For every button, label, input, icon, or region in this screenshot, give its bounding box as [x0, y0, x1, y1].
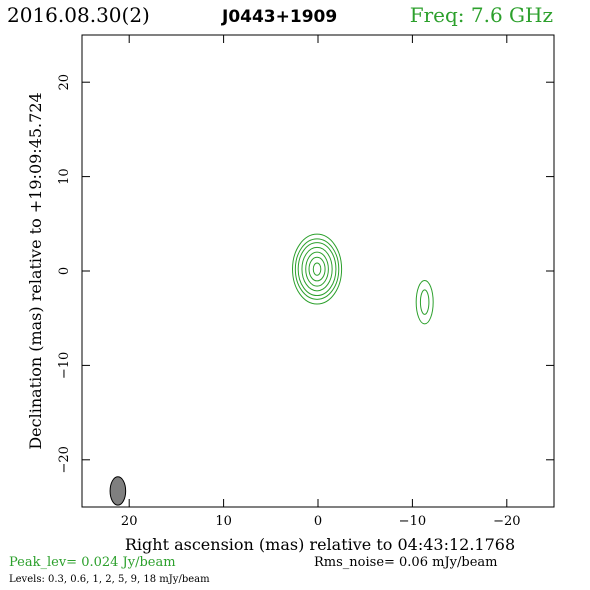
core-contour — [292, 233, 343, 305]
x-tick-label: 10 — [215, 514, 232, 529]
jet-contour — [415, 279, 434, 325]
plot-frame — [81, 34, 555, 508]
y-tick-labels: 20 10 0 −10 −20 — [57, 74, 72, 474]
x-axis-label: Right ascension (mas) relative to 04:43:… — [125, 535, 515, 554]
core-contour — [294, 238, 340, 300]
observation-date: 2016.08.30(2) — [7, 3, 150, 27]
beam-ellipse — [109, 476, 127, 506]
core-contour — [308, 256, 326, 282]
peak-level: Peak_lev= 0.024 Jy/beam — [9, 555, 176, 570]
x-tick-label: −10 — [399, 514, 426, 529]
x-tick-label: 20 — [121, 514, 138, 529]
y-tick-label: 20 — [57, 74, 72, 91]
x-tick-label: −20 — [493, 514, 520, 529]
core-contour — [312, 262, 322, 276]
y-tick-label: 0 — [57, 267, 72, 275]
contour-levels: Levels: 0.3, 0.6, 1, 2, 5, 9, 18 mJy/bea… — [9, 574, 210, 585]
beam-ellipse-group — [109, 476, 127, 506]
x-tick-labels: 20 10 0 −10 −20 — [121, 514, 521, 529]
y-tick-label: 10 — [57, 168, 72, 185]
contour-lines — [292, 233, 434, 325]
y-tick-label: −20 — [57, 446, 72, 473]
axis-ticks — [82, 35, 554, 507]
core-contour — [301, 246, 333, 292]
jet-contour — [419, 289, 430, 315]
core-contour — [297, 242, 337, 297]
source-name: J0443+1909 — [221, 7, 337, 27]
frequency-label: Freq: 7.6 GHz — [410, 3, 553, 27]
rms-noise: Rms_noise= 0.06 mJy/beam — [314, 555, 497, 570]
core-contour — [305, 251, 329, 287]
y-tick-label: −10 — [57, 352, 72, 379]
y-axis-label: Declination (mas) relative to +19:09:45.… — [26, 92, 45, 449]
x-tick-label: 0 — [314, 514, 322, 529]
